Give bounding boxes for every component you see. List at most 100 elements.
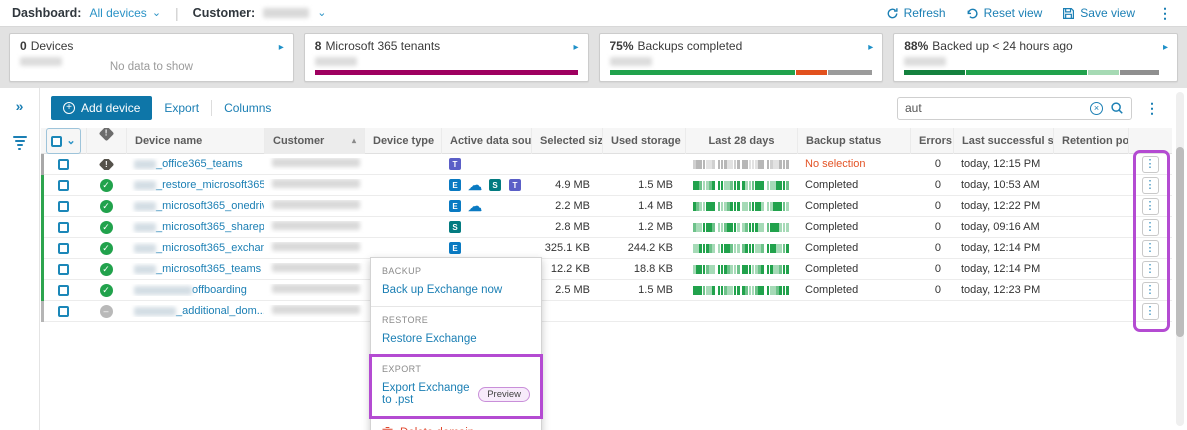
save-view-button[interactable]: Save view (1062, 6, 1135, 20)
row-checkbox[interactable] (58, 284, 69, 296)
col-errors[interactable]: Errors (910, 128, 953, 154)
customer-cell (264, 263, 364, 275)
row-checkbox[interactable] (58, 305, 69, 317)
backup-status-cell: Completed (805, 221, 859, 233)
refresh-icon (887, 7, 898, 18)
col-last-28-days[interactable]: Last 28 days (685, 128, 797, 154)
device-name-redacted-prefix (134, 222, 156, 232)
menu-item-restore-exchange[interactable]: Restore Exchange (382, 333, 477, 345)
customer-cell (264, 242, 364, 254)
selected-size-cell: 2.2 MB (555, 200, 590, 212)
table-row[interactable]: ! _office365_teams T No selection 0 toda… (41, 154, 1172, 175)
progress-segment (1087, 70, 1120, 75)
table-row[interactable]: ✓ _microsoft365_teams 12.2 KB 18.8 KB Co… (41, 259, 1172, 280)
last-28-days-bar (693, 243, 789, 253)
table-row[interactable]: ✓ offboarding 2.5 MB 1.5 MB Completed 0 … (41, 280, 1172, 301)
row-checkbox[interactable] (58, 221, 69, 233)
col-retention-policy[interactable]: Retention poli (1053, 128, 1128, 154)
menu-item-backup-exchange-now[interactable]: Back up Exchange now (382, 284, 503, 296)
select-all-dropdown[interactable]: ⌄ (46, 128, 81, 154)
add-device-button[interactable]: + Add device (51, 96, 153, 120)
col-backup-status[interactable]: Backup status (797, 128, 910, 154)
row-kebab-menu[interactable]: ⋮ (1141, 197, 1159, 215)
topbar-kebab-menu[interactable]: ⋮ (1158, 4, 1172, 21)
customer-redacted (272, 263, 360, 272)
row-kebab-menu[interactable]: ⋮ (1141, 239, 1159, 257)
errors-cell: 0 (934, 284, 941, 296)
row-kebab-menu[interactable]: ⋮ (1141, 176, 1159, 194)
search-icon[interactable] (1110, 101, 1124, 115)
table-row[interactable]: ✓ _microsoft365_sharepoint S 2.8 MB 1.2 … (41, 217, 1172, 238)
device-name-link[interactable]: _microsoft365_sharepoint (126, 221, 264, 233)
warning-diamond-icon: ! (98, 158, 114, 170)
row-kebab-menu[interactable]: ⋮ (1141, 155, 1159, 173)
device-name-link[interactable]: _additional_dom... (126, 305, 264, 317)
backup-status-cell: Completed (805, 179, 859, 191)
row-checkbox[interactable] (58, 200, 69, 212)
card-backed-up-24h[interactable]: 88% Backed up < 24 hours ago ▸ (893, 33, 1178, 82)
device-name-link[interactable]: _office365_teams (126, 158, 264, 170)
col-used-storage[interactable]: Used storage (602, 128, 685, 154)
row-kebab-menu[interactable]: ⋮ (1141, 302, 1159, 320)
row-checkbox[interactable] (58, 158, 69, 170)
row-checkbox[interactable] (58, 242, 69, 254)
selected-size-cell: 4.9 MB (555, 179, 590, 191)
card-m365-tenants[interactable]: 8 Microsoft 365 tenants ▸ (303, 33, 589, 82)
row-checkbox[interactable] (58, 179, 69, 191)
used-storage-cell: 18.8 KB (633, 263, 673, 275)
device-name-link[interactable]: _restore_microsoft365 (126, 179, 264, 191)
table-row[interactable]: ✓ _restore_microsoft365 E ☁ S T 4.9 MB 1.5 … (41, 175, 1172, 196)
col-last-successful[interactable]: Last successful s... (953, 128, 1053, 154)
columns-button[interactable]: Columns (224, 101, 272, 115)
active-data-sources-cell: E ☁ S T (441, 179, 531, 191)
col-active-data-sources[interactable]: Active data sources (441, 128, 531, 154)
col-customer[interactable]: Customer ▴ (264, 128, 364, 154)
scrollbar-thumb[interactable] (1176, 147, 1184, 337)
card-backups-completed[interactable]: 75% Backups completed ▸ (598, 33, 884, 82)
table-row[interactable]: ✓ _microsoft365_onedrive E ☁ 2.2 MB 1.4 M… (41, 196, 1172, 217)
vertical-scrollbar[interactable] (1176, 92, 1184, 426)
customer-cell (264, 179, 364, 191)
menu-item-export-exchange-pst[interactable]: Export Exchange to .pst Preview (382, 382, 530, 406)
col-device-name[interactable]: Device name (126, 128, 264, 154)
export-button[interactable]: Export (164, 101, 200, 115)
menu-item-delete-domain[interactable]: Delete domain (371, 417, 541, 430)
clear-search-icon[interactable]: × (1090, 101, 1103, 115)
card-arrow-icon[interactable]: ▸ (278, 42, 284, 53)
refresh-button[interactable]: Refresh (886, 6, 946, 20)
chevron-down-icon[interactable]: ⌄ (317, 7, 327, 19)
row-checkbox[interactable] (58, 263, 69, 275)
last-28-days-cell (685, 222, 797, 232)
row-kebab-menu[interactable]: ⋮ (1141, 218, 1159, 236)
search-box: × (897, 96, 1132, 120)
table-row[interactable]: – _additional_dom... ⋮ (41, 301, 1172, 322)
select-all-checkbox[interactable] (51, 135, 63, 147)
card-arrow-icon[interactable]: ▸ (868, 42, 874, 53)
left-rail: » (0, 88, 40, 430)
col-device-type[interactable]: Device type (364, 128, 441, 154)
device-name-link[interactable]: _microsoft365_teams (126, 263, 264, 275)
row-kebab-menu[interactable]: ⋮ (1141, 281, 1159, 299)
expand-panel-icon[interactable]: » (15, 98, 24, 114)
device-name-link[interactable]: _microsoft365_exchange (126, 242, 264, 254)
table-row[interactable]: ✓ _microsoft365_exchange E 325.1 KB 244.… (41, 238, 1172, 259)
card-devices[interactable]: 0 Devices ▸ No data to show (9, 33, 294, 82)
menu-heading: RESTORE (382, 315, 429, 325)
device-name-link[interactable]: offboarding (126, 284, 264, 296)
dashboard-dropdown[interactable]: All devices ⌄ (89, 6, 161, 20)
chevron-down-icon: ⌄ (151, 7, 162, 19)
device-name-link[interactable]: _microsoft365_onedrive (126, 200, 264, 212)
grid-kebab-menu[interactable]: ⋮ (1145, 99, 1159, 116)
status-column-header[interactable]: ! (86, 128, 126, 154)
reset-view-button[interactable]: Reset view (966, 6, 1042, 20)
row-kebab-menu[interactable]: ⋮ (1141, 260, 1159, 278)
device-name-redacted-prefix (134, 306, 176, 316)
card-arrow-icon[interactable]: ▸ (1162, 42, 1168, 53)
card-empty-text: No data to show (109, 61, 193, 73)
col-selected-size[interactable]: Selected size (531, 128, 602, 154)
filter-icon[interactable] (12, 136, 27, 150)
card-arrow-icon[interactable]: ▸ (573, 42, 579, 53)
search-input[interactable] (905, 101, 1083, 115)
teams-icon: T (449, 158, 461, 170)
active-data-sources-cell: E (441, 242, 531, 254)
